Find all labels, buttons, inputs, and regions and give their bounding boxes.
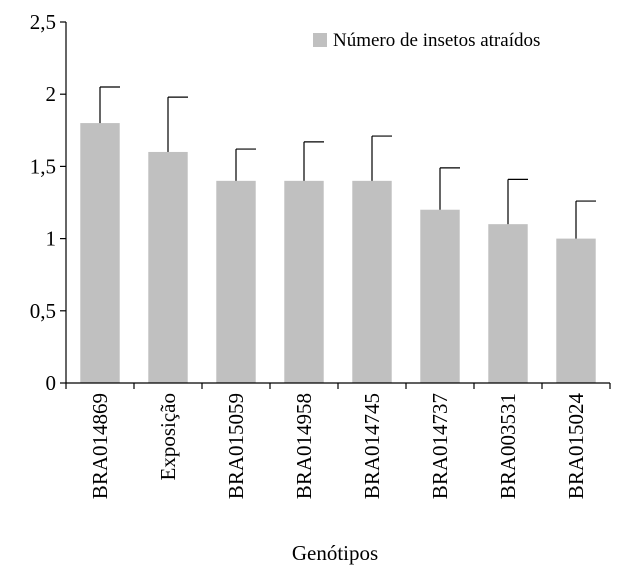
legend-swatch (313, 33, 327, 47)
x-ticks-group: BRA014869 Exposição BRA015059 BRA014958 BRA0… (65, 383, 611, 500)
y-tick-label: 2,5 (30, 10, 56, 34)
bar (216, 180, 256, 383)
y-ticks-group: 0 0,5 1 1,5 2 2,5 (30, 10, 66, 395)
x-tick-label: BRA014745 (360, 393, 384, 499)
bar (352, 180, 392, 383)
axes-group (65, 22, 610, 384)
bar (488, 224, 528, 383)
legend: Número de insetos atraídos (313, 30, 540, 51)
y-tick-label: 0,5 (30, 299, 56, 323)
x-tick-label: BRA015024 (564, 393, 588, 500)
bar (556, 238, 596, 383)
y-tick-label: 2 (46, 82, 57, 106)
y-tick-label: 0 (46, 371, 57, 395)
x-tick-label: BRA014958 (292, 393, 316, 499)
x-tick-label: BRA014869 (88, 393, 112, 499)
bar (284, 180, 324, 383)
x-tick-label: Exposição (156, 393, 180, 480)
x-axis-title: Genótipos (292, 541, 378, 565)
legend-label: Número de insetos atraídos (333, 30, 540, 51)
bar (420, 209, 460, 383)
x-tick-label: BRA015059 (224, 393, 248, 499)
bars-group (80, 123, 596, 383)
error-bars-group (99, 86, 596, 239)
y-tick-label: 1 (46, 227, 57, 251)
x-tick-label: BRA003531 (496, 393, 520, 499)
x-tick-label: BRA014737 (428, 393, 452, 499)
bar (148, 151, 188, 383)
bar (80, 123, 120, 383)
y-tick-label: 1,5 (30, 154, 56, 178)
